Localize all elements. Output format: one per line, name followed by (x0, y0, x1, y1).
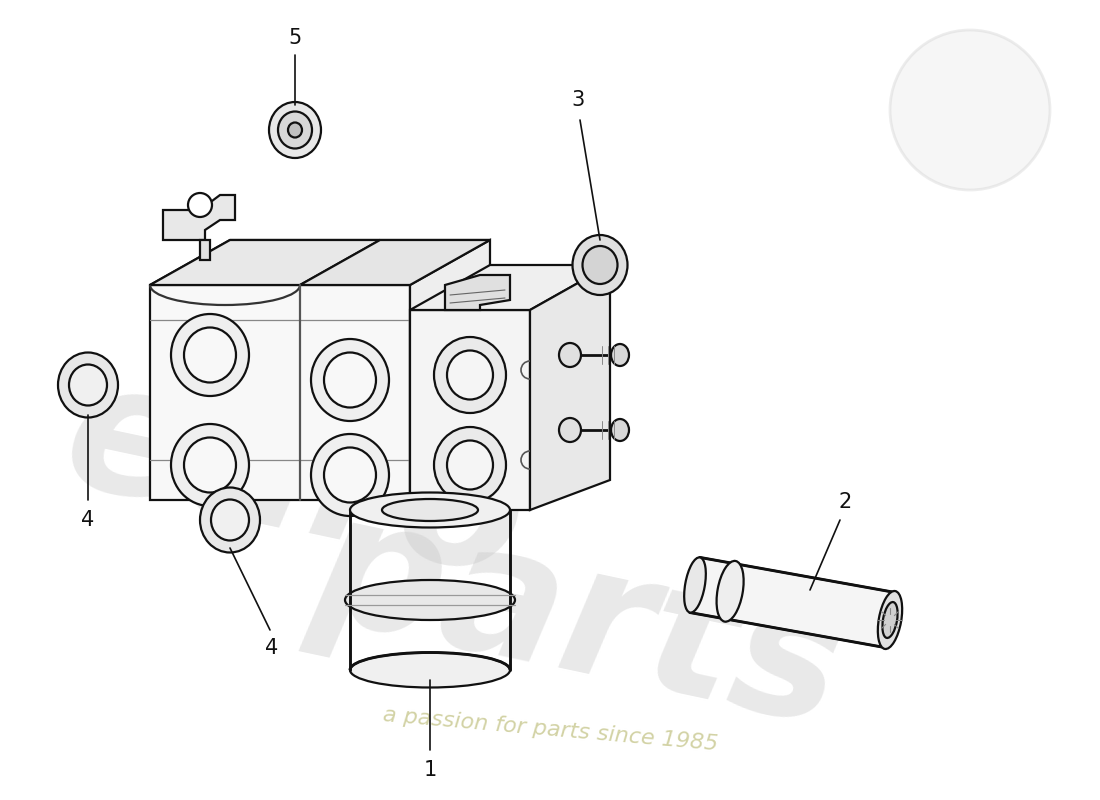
Ellipse shape (350, 493, 510, 527)
Polygon shape (200, 240, 210, 260)
Ellipse shape (716, 561, 744, 622)
Ellipse shape (350, 653, 510, 687)
Ellipse shape (559, 343, 581, 367)
Ellipse shape (345, 580, 515, 620)
Circle shape (890, 30, 1050, 190)
Ellipse shape (434, 337, 506, 413)
Ellipse shape (270, 102, 321, 158)
Ellipse shape (311, 434, 389, 516)
Ellipse shape (58, 353, 118, 418)
Text: 3: 3 (571, 90, 584, 110)
Ellipse shape (324, 447, 376, 502)
Ellipse shape (184, 327, 236, 382)
Ellipse shape (882, 602, 898, 638)
Text: parts: parts (300, 478, 859, 762)
Text: 2: 2 (838, 492, 851, 512)
Ellipse shape (434, 427, 506, 503)
Ellipse shape (288, 122, 302, 138)
Ellipse shape (211, 499, 249, 541)
Ellipse shape (583, 246, 617, 284)
Circle shape (188, 193, 212, 217)
Polygon shape (530, 265, 610, 510)
Ellipse shape (559, 418, 581, 442)
Ellipse shape (684, 558, 706, 613)
Polygon shape (163, 195, 235, 240)
Polygon shape (150, 285, 410, 500)
Ellipse shape (311, 339, 389, 421)
Ellipse shape (610, 419, 629, 441)
Ellipse shape (610, 344, 629, 366)
Text: a passion for parts since 1985: a passion for parts since 1985 (382, 706, 718, 754)
Polygon shape (150, 240, 380, 285)
Ellipse shape (382, 499, 478, 521)
Ellipse shape (324, 353, 376, 407)
Ellipse shape (170, 314, 249, 396)
Text: 4: 4 (265, 638, 278, 658)
Polygon shape (300, 240, 490, 285)
Ellipse shape (572, 235, 627, 295)
Polygon shape (410, 240, 490, 500)
Ellipse shape (200, 487, 260, 553)
Polygon shape (446, 275, 510, 310)
Ellipse shape (170, 424, 249, 506)
Ellipse shape (69, 365, 107, 406)
Polygon shape (690, 558, 895, 647)
Ellipse shape (278, 111, 312, 149)
Text: euro: euro (50, 346, 540, 614)
Ellipse shape (447, 441, 493, 490)
Ellipse shape (184, 438, 236, 493)
Text: 1: 1 (424, 760, 437, 780)
Polygon shape (410, 265, 610, 310)
Polygon shape (410, 310, 530, 510)
Ellipse shape (878, 591, 902, 649)
Text: 5: 5 (288, 28, 301, 48)
Ellipse shape (447, 350, 493, 399)
Polygon shape (150, 240, 490, 285)
Text: 4: 4 (81, 510, 95, 530)
